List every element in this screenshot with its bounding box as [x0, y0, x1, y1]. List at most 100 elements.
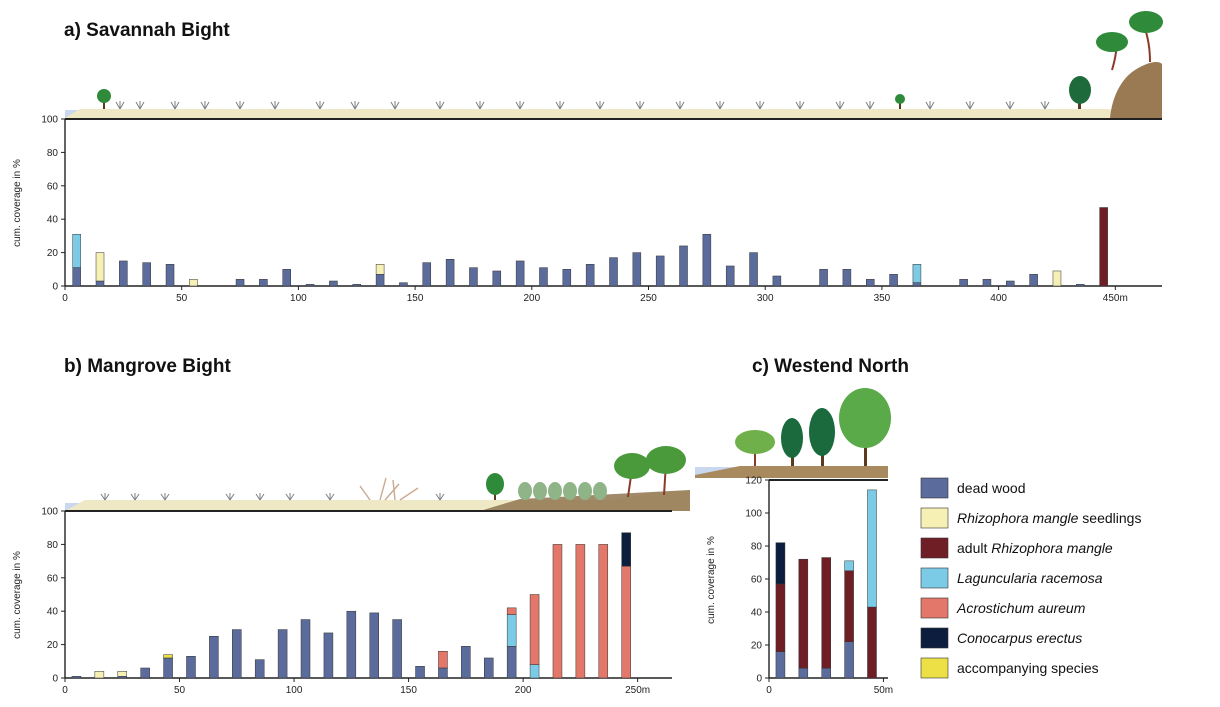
legend-item: Conocarpus erectus [920, 627, 1082, 649]
bar-stack [865, 279, 875, 287]
panel-a-title: a) Savannah Bight [64, 20, 230, 41]
bar-stack [484, 657, 494, 679]
bar-segment-laguncularia [912, 264, 922, 283]
legend-label: Laguncularia racemosa [957, 570, 1103, 586]
bar-segment-dead-wood [798, 667, 809, 679]
dead-tree-sketch [359, 477, 419, 501]
bar-segment-adult-rhizophora [821, 557, 831, 669]
bar-segment-conocarpus [775, 542, 786, 585]
bar-stack [352, 284, 362, 287]
bar-segment-laguncularia [72, 233, 81, 268]
x-tick-label: 250m [625, 685, 650, 696]
bar-stack [912, 264, 922, 287]
bar-stack [1076, 284, 1085, 287]
bar-stack [819, 269, 828, 287]
bar-stack [867, 489, 877, 679]
bar-stack [186, 656, 196, 679]
legend-label: Acrostichum aureum [956, 600, 1086, 616]
bar-segment-dead-wood [772, 275, 782, 287]
bar-segment-rhizophora-seedlings [1052, 270, 1062, 287]
y-tick-label: 80 [47, 148, 59, 159]
bar-segment-dead-wood [254, 659, 265, 679]
tree-icon [895, 94, 905, 109]
bar-stack [346, 610, 357, 679]
x-tick-label: 50 [174, 685, 186, 696]
bar-stack [277, 629, 288, 679]
bar-segment-dead-wood [982, 279, 992, 287]
y-tick-label: 20 [751, 641, 763, 652]
legend-label: Rhizophora mangle seedlings [957, 510, 1141, 526]
bar-segment-rhizophora-seedlings [375, 264, 385, 275]
bar-segment-acrostichum [506, 607, 517, 615]
bar-segment-acrostichum [529, 594, 540, 665]
x-tick-label: 300 [757, 293, 774, 304]
bar-segment-dead-wood [679, 245, 688, 287]
bar-stack [142, 262, 151, 287]
x-tick-label: 50m [874, 685, 893, 696]
legend-item: Rhizophora mangle seedlings [920, 507, 1141, 529]
bar-segment-dead-wood [506, 646, 517, 679]
bar-segment-rhizophora-seedlings [95, 252, 105, 282]
profile-sketch-c [695, 388, 891, 478]
bar-segment-rhizophora-seedlings [189, 279, 198, 287]
legend-label-species: Laguncularia racemosa [957, 570, 1103, 586]
legend-item: adult Rhizophora mangle [920, 537, 1113, 559]
tree-icon [646, 446, 686, 496]
bar-segment-dead-wood [300, 619, 311, 679]
bar-stack [95, 252, 105, 287]
y-tick-label: 20 [47, 248, 59, 259]
bar-stack [469, 267, 478, 287]
y-tick-label: 0 [756, 674, 762, 685]
bar-stack [445, 259, 455, 287]
bar-stack [72, 233, 81, 287]
bar-stack [749, 252, 758, 287]
x-tick-label: 150 [400, 685, 417, 696]
bar-stack [119, 260, 128, 287]
bar-stack [71, 676, 82, 679]
bar-segment-dead-wood [277, 629, 288, 679]
bar-segment-dead-wood [352, 284, 362, 287]
bar-stack [254, 659, 265, 679]
bar-stack [189, 279, 198, 287]
panel-c-title: c) Westend North [752, 356, 909, 377]
bar-stack [1006, 280, 1015, 287]
bar-stack [655, 255, 665, 287]
bar-stack [461, 646, 471, 679]
legend-swatch [920, 477, 949, 499]
x-tick-label: 200 [523, 293, 540, 304]
bar-stack [305, 284, 315, 287]
bar-segment-dead-wood [165, 264, 175, 287]
legend-label-species: Rhizophora mangle [957, 510, 1079, 526]
fern-row [518, 482, 607, 500]
bar-segment-dead-wood [539, 267, 548, 287]
y-tick-label: 20 [47, 640, 59, 651]
bar-stack [725, 265, 735, 287]
chart-savannah-bight: 0 20 40 60 80 100 0 50 100 150 200 250 300 350 400 450m… [12, 115, 1162, 304]
bar-stack [329, 280, 338, 287]
legend-swatch [920, 537, 949, 559]
bar-stack [775, 542, 786, 679]
bar-stack [632, 252, 642, 287]
legend-item: Laguncularia racemosa [920, 567, 1103, 589]
bar-segment-dead-wood [484, 657, 494, 679]
bar-segment-dead-wood [655, 255, 665, 287]
profile-sketch-b [65, 446, 690, 511]
bar-stack [798, 558, 809, 679]
bar-segment-dead-wood [844, 641, 854, 679]
bar-stack [889, 274, 898, 287]
y-axis-label: cum. coverage in % [12, 551, 23, 639]
y-tick-label: 60 [47, 573, 59, 584]
tree-icon [1129, 11, 1163, 63]
y-axis-label: cum. coverage in % [706, 536, 717, 624]
bar-segment-dead-wood [140, 667, 150, 679]
legend-item: Acrostichum aureum [920, 597, 1086, 619]
bar-segment-dead-wood [702, 233, 712, 287]
legend-item: dead wood [920, 477, 1026, 499]
bar-segment-dead-wood [1006, 280, 1015, 287]
bar-stack [562, 269, 572, 287]
bar-segment-acrostichum [438, 651, 448, 669]
bar-stack [399, 282, 408, 287]
bar-segment-dead-wood [235, 279, 245, 287]
x-tick-label: 150 [407, 293, 424, 304]
y-axis-label: cum. coverage in % [12, 159, 23, 247]
